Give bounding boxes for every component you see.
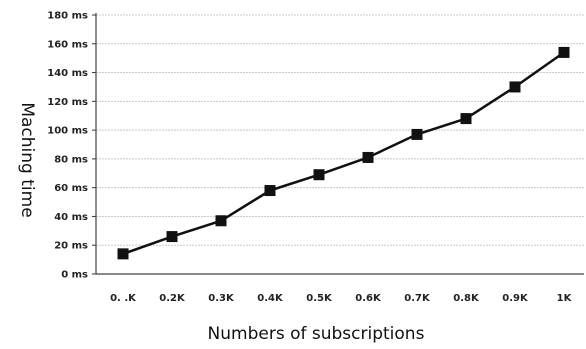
x-tick-label: 0.8K [453, 293, 480, 304]
y-tick-label: 160 ms [47, 39, 88, 50]
y-tick-label: 100 ms [47, 126, 88, 137]
y-tick-label: 20 ms [54, 241, 88, 252]
y-tick-label: 0 ms [61, 270, 88, 281]
x-tick-label: 0.3K [208, 293, 235, 304]
data-point-marker [558, 46, 570, 58]
x-tick-label: 0.2K [159, 293, 186, 304]
x-tick-labels: 0. .K 0.2K 0.3K 0.4K 0.5K 0.6K 0.7K 0.8K 0.9K 1K [110, 293, 572, 304]
x-tick-label: 0.5K [306, 293, 333, 304]
data-point-marker [509, 81, 521, 93]
y-tick-label: 180 ms [47, 11, 88, 22]
axes [92, 13, 584, 275]
data-point-marker [460, 113, 472, 125]
x-tick-label: 0.7K [404, 293, 431, 304]
y-tick-label: 40 ms [54, 212, 88, 223]
data-point-marker [117, 248, 129, 260]
data-point-marker [264, 185, 276, 197]
y-tick-label: 80 ms [54, 154, 88, 165]
y-tick-label: 60 ms [54, 183, 88, 194]
data-point-marker [313, 169, 325, 181]
data-point-marker [166, 231, 178, 243]
data-point-marker [215, 215, 227, 227]
y-axis-title: Maching time [17, 102, 37, 217]
x-tick-label: 1K [557, 293, 573, 304]
x-tick-label: 0.6K [355, 293, 382, 304]
y-tick-label: 120 ms [47, 97, 88, 108]
series-line [122, 51, 565, 256]
y-tick-labels: 0 ms 20 ms 40 ms 60 ms 80 ms 100 ms 120 ms 140 … [47, 11, 88, 281]
x-tick-label: 0.4K [257, 293, 284, 304]
data-point-marker [362, 151, 374, 163]
x-tick-label: 0. .K [110, 293, 137, 304]
gridlines [96, 14, 584, 246]
data-point-marker [411, 128, 423, 140]
series-group [117, 46, 570, 260]
y-tick-label: 140 ms [47, 68, 88, 79]
x-axis-title: Numbers of subscriptions [208, 324, 425, 344]
x-tick-label: 0.9K [502, 293, 529, 304]
